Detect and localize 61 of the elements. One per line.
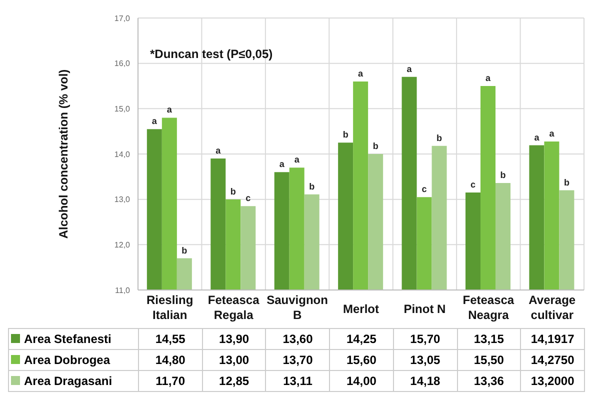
annotation: b xyxy=(436,132,443,143)
data-label: 15,60 xyxy=(330,350,394,370)
y-tick-label: 13,0 xyxy=(114,195,131,204)
annotation: a xyxy=(534,132,540,142)
y-axis-title: Alcohol concentration (% vol) xyxy=(56,69,70,239)
data-label: 14,80 xyxy=(138,350,202,370)
annotation: a xyxy=(406,64,413,74)
annotation: b xyxy=(500,170,506,180)
data-label: 14,00 xyxy=(330,370,394,392)
annotation: b xyxy=(230,186,236,196)
annotation: c xyxy=(422,184,427,194)
legend-label: Area Dragasani xyxy=(8,370,138,392)
data-label: 14,18 xyxy=(393,370,458,392)
annotation: c xyxy=(470,180,476,190)
data-label: 13,15 xyxy=(457,328,521,350)
data-label: 11,70 xyxy=(138,370,202,392)
data-label: 14,25 xyxy=(330,328,394,350)
y-tick-label: 17,0 xyxy=(114,14,131,23)
data-label: 13,05 xyxy=(393,350,458,370)
data-label: 13,11 xyxy=(266,370,330,392)
annotation: a xyxy=(358,68,364,78)
annotation: b xyxy=(372,141,379,151)
data-label: 13,2000 xyxy=(520,370,584,392)
x-tick-label: Sauvignon B xyxy=(266,293,328,322)
annotation: c xyxy=(246,193,251,204)
x-tick-label: Pinot N xyxy=(404,302,446,316)
y-tick-label: 14,0 xyxy=(114,150,131,159)
annotation: a xyxy=(549,128,556,139)
legend-label: Area Dobrogea xyxy=(8,350,138,370)
legend-label: Area Stefanesti xyxy=(8,328,138,350)
data-label: 12,85 xyxy=(202,370,266,392)
data-label: 14,1917 xyxy=(520,328,584,350)
x-tick-label: Riesling Italian xyxy=(146,293,194,322)
annotation: a xyxy=(166,104,173,115)
data-label: 13,90 xyxy=(202,328,266,350)
data-label: 13,36 xyxy=(457,370,521,392)
y-tick-label: 16,0 xyxy=(114,59,131,68)
annotation: b xyxy=(564,177,570,188)
data-label: 13,60 xyxy=(266,328,330,350)
annotation: b xyxy=(182,245,188,256)
data-label: 14,55 xyxy=(138,328,202,350)
annotation: b xyxy=(309,181,316,192)
x-tick-label: Feteasca Neagra xyxy=(462,293,514,322)
annotation: a xyxy=(294,154,300,165)
x-tick-label: Average cultivar xyxy=(528,293,576,322)
y-tick-label: 11,0 xyxy=(115,286,131,295)
data-label: 14,2750 xyxy=(520,350,584,370)
data-label: 15,70 xyxy=(393,328,458,350)
data-label: 13,00 xyxy=(202,350,266,370)
y-tick-label: 12,0 xyxy=(114,240,131,250)
annotation: a xyxy=(279,159,286,170)
data-label: 15,50 xyxy=(457,350,521,370)
annotation: a xyxy=(216,146,222,156)
data-label: 13,70 xyxy=(266,350,330,370)
annotation: b xyxy=(342,130,349,140)
annotation: a xyxy=(152,116,158,126)
x-tick-label: Merlot xyxy=(343,302,380,316)
annotation: *Duncan test (P≤0,05) xyxy=(150,47,273,61)
x-tick-label: Feteasca Regala xyxy=(208,293,260,322)
y-tick-label: 15,0 xyxy=(114,104,131,114)
annotation: a xyxy=(485,73,492,83)
